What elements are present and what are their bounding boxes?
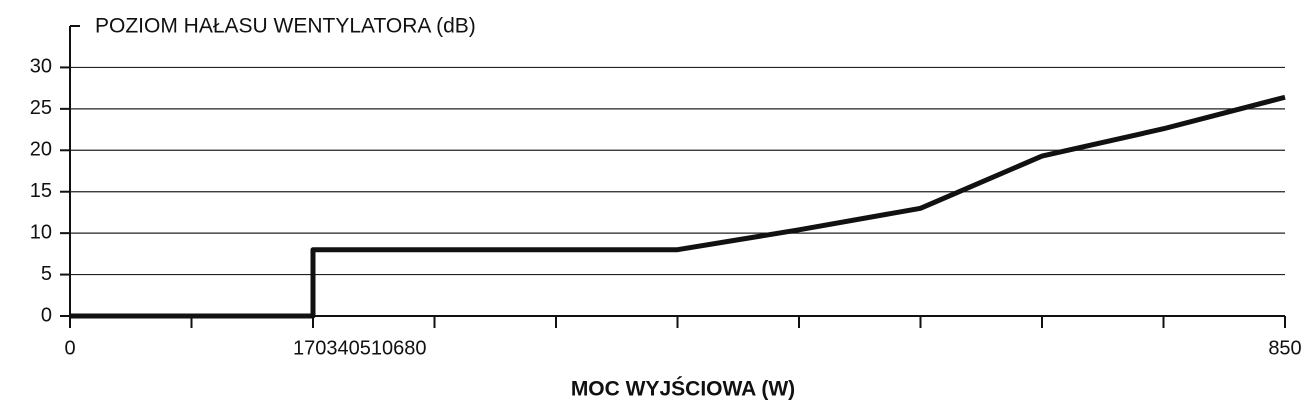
y-tick-label: 30	[30, 56, 52, 78]
y-tick-label: 10	[30, 221, 52, 243]
y-tick-label: 5	[41, 263, 52, 285]
x-tick-label: 0	[64, 337, 75, 359]
data-line	[70, 94, 1286, 319]
x-axis-label: MOC WYJŚCIOWA (W)	[571, 377, 795, 401]
y-tick-label: 20	[30, 139, 52, 161]
y-tick-label: 0	[41, 304, 52, 326]
y-tick-label: 15	[30, 180, 52, 202]
y-tick-label: 25	[30, 97, 52, 119]
chart-title: POZIOM HAŁASU WENTYLATORA (dB)	[95, 15, 476, 38]
x-tick-label: 850	[1268, 337, 1301, 359]
x-tick-label: 170340510680	[293, 337, 426, 359]
